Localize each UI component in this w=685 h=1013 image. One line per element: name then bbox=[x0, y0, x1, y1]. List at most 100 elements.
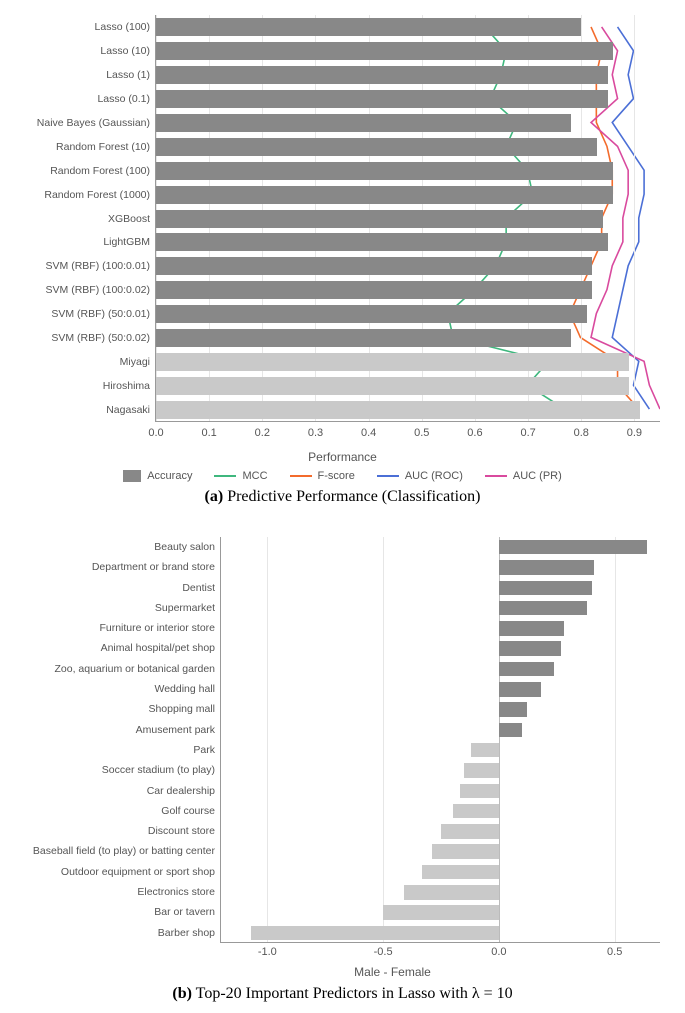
predictor-bar bbox=[460, 784, 499, 799]
x-tick: 0.8 bbox=[574, 427, 589, 439]
accuracy-bar bbox=[156, 186, 613, 204]
legend-label: AUC (PR) bbox=[513, 470, 562, 482]
legend-label: Accuracy bbox=[147, 470, 192, 482]
line-icon bbox=[377, 475, 399, 477]
category-label: Lasso (100) bbox=[15, 18, 150, 36]
predictor-label: Wedding hall bbox=[15, 682, 215, 697]
predictor-label: Beauty salon bbox=[15, 540, 215, 555]
accuracy-bar bbox=[156, 210, 603, 228]
accuracy-bar bbox=[156, 90, 608, 108]
chart-a-legend: Accuracy MCC F-score AUC (ROC) AUC (PR) bbox=[15, 470, 670, 482]
swatch-icon bbox=[123, 470, 141, 482]
x-tick: 0.9 bbox=[627, 427, 642, 439]
caption-text: Predictive Performance (Classification) bbox=[227, 488, 480, 505]
category-label: Lasso (1) bbox=[15, 66, 150, 84]
legend-auc-roc: AUC (ROC) bbox=[377, 470, 463, 482]
category-label: Random Forest (100) bbox=[15, 162, 150, 180]
category-label: SVM (RBF) (50:0.01) bbox=[15, 305, 150, 323]
predictor-label: Barber shop bbox=[15, 926, 215, 941]
predictor-bar bbox=[383, 905, 499, 920]
accuracy-bar bbox=[156, 401, 640, 419]
predictor-bar bbox=[471, 743, 499, 758]
predictor-bar bbox=[499, 641, 562, 656]
predictor-label: Park bbox=[15, 743, 215, 758]
predictor-bar bbox=[464, 763, 499, 778]
predictor-bar bbox=[499, 662, 555, 677]
predictor-label: Amusement park bbox=[15, 723, 215, 738]
x-tick: 0.2 bbox=[255, 427, 270, 439]
category-label: Lasso (0.1) bbox=[15, 90, 150, 108]
chart-b-caption: (b) Top-20 Important Predictors in Lasso… bbox=[15, 985, 670, 1003]
accuracy-bar bbox=[156, 353, 629, 371]
category-label: Nagasaki bbox=[15, 401, 150, 419]
predictor-bar bbox=[499, 581, 592, 596]
legend-mcc: MCC bbox=[214, 470, 267, 482]
predictor-bar bbox=[422, 865, 498, 880]
predictor-bar bbox=[453, 804, 499, 819]
line-icon bbox=[485, 475, 507, 477]
predictor-label: Supermarket bbox=[15, 601, 215, 616]
accuracy-bar bbox=[156, 42, 613, 60]
category-label: Miyagi bbox=[15, 353, 150, 371]
predictor-bar bbox=[499, 723, 522, 738]
predictor-bar bbox=[499, 560, 594, 575]
accuracy-bar bbox=[156, 138, 597, 156]
predictor-label: Baseball field (to play) or batting cent… bbox=[15, 844, 215, 859]
x-tick: 0.7 bbox=[520, 427, 535, 439]
predictor-bar bbox=[441, 824, 499, 839]
x-tick: 0.4 bbox=[361, 427, 376, 439]
legend-fscore: F-score bbox=[290, 470, 355, 482]
predictor-label: Shopping mall bbox=[15, 702, 215, 717]
category-label: SVM (RBF) (100:0.01) bbox=[15, 257, 150, 275]
predictor-label: Bar or tavern bbox=[15, 905, 215, 920]
line-icon bbox=[214, 475, 236, 477]
predictor-bar bbox=[499, 682, 541, 697]
category-label: Hiroshima bbox=[15, 377, 150, 395]
predictor-label: Animal hospital/pet shop bbox=[15, 641, 215, 656]
predictor-bar bbox=[404, 885, 499, 900]
predictor-label: Discount store bbox=[15, 824, 215, 839]
x-tick: -1.0 bbox=[258, 946, 277, 958]
category-label: Naive Bayes (Gaussian) bbox=[15, 114, 150, 132]
legend-label: MCC bbox=[242, 470, 267, 482]
category-label: Lasso (10) bbox=[15, 42, 150, 60]
category-label: Random Forest (1000) bbox=[15, 186, 150, 204]
accuracy-bar bbox=[156, 305, 587, 323]
legend-accuracy: Accuracy bbox=[123, 470, 192, 482]
accuracy-bar bbox=[156, 66, 608, 84]
caption-label: (a) bbox=[205, 488, 224, 505]
accuracy-bar bbox=[156, 18, 581, 36]
predictor-bar bbox=[499, 540, 647, 555]
predictor-label: Zoo, aquarium or botanical garden bbox=[15, 662, 215, 677]
predictor-label: Furniture or interior store bbox=[15, 621, 215, 636]
x-tick: 0.6 bbox=[467, 427, 482, 439]
category-label: LightGBM bbox=[15, 233, 150, 251]
x-tick: 0.1 bbox=[202, 427, 217, 439]
predictor-label: Electronics store bbox=[15, 885, 215, 900]
chart-a-x-axis-title: Performance bbox=[15, 450, 670, 464]
accuracy-bar bbox=[156, 377, 629, 395]
line-icon bbox=[290, 475, 312, 477]
predictor-label: Golf course bbox=[15, 804, 215, 819]
predictor-bar bbox=[499, 702, 527, 717]
caption-label: (b) bbox=[172, 985, 192, 1002]
x-tick: 0.0 bbox=[491, 946, 506, 958]
x-tick: 0.0 bbox=[148, 427, 163, 439]
x-tick: 0.5 bbox=[414, 427, 429, 439]
category-label: SVM (RBF) (100:0.02) bbox=[15, 281, 150, 299]
metric-line-roc bbox=[612, 27, 649, 409]
predictor-label: Soccer stadium (to play) bbox=[15, 763, 215, 778]
predictors-diverging-chart: -1.0-0.50.00.5 Beauty salon Department or… bbox=[15, 532, 670, 967]
chart-b-plot: -1.0-0.50.00.5 bbox=[220, 537, 660, 943]
predictor-label: Department or brand store bbox=[15, 560, 215, 575]
predictor-bar bbox=[251, 926, 499, 941]
chart-a-caption: (a) Predictive Performance (Classificati… bbox=[15, 488, 670, 506]
legend-auc-pr: AUC (PR) bbox=[485, 470, 562, 482]
chart-a-plot: 0.00.10.20.30.40.50.60.70.80.9 bbox=[155, 15, 660, 422]
predictor-label: Outdoor equipment or sport shop bbox=[15, 865, 215, 880]
predictor-bar bbox=[499, 621, 564, 636]
accuracy-bar bbox=[156, 233, 608, 251]
x-tick: 0.5 bbox=[607, 946, 622, 958]
accuracy-bar bbox=[156, 257, 592, 275]
predictor-label: Car dealership bbox=[15, 784, 215, 799]
